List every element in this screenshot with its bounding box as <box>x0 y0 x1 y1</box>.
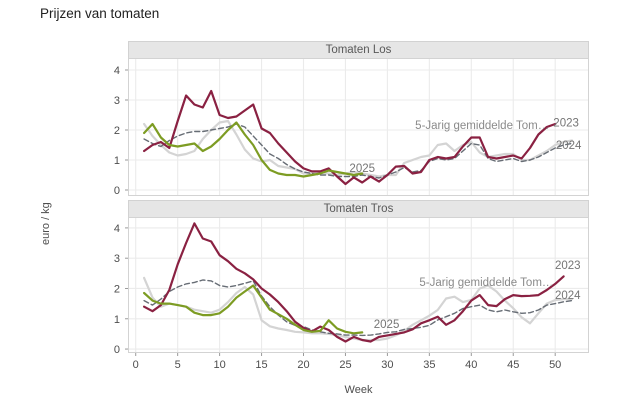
panel-strip-tomaten-los: Tomaten Los <box>128 41 589 59</box>
annotation-2025: 2025 <box>374 319 400 331</box>
annotation-2023: 2023 <box>555 260 581 272</box>
annotation-2023: 2023 <box>553 118 579 130</box>
x-tick-label: 0 <box>133 359 139 371</box>
series-line-2023 <box>142 222 565 343</box>
y-tick-label: 4 <box>114 65 120 77</box>
x-tick-label: 35 <box>423 359 435 371</box>
y-tick-label: 2 <box>114 283 120 295</box>
annotation-2024: 2024 <box>556 140 582 152</box>
y-tick-label: 0 <box>114 185 120 196</box>
y-tick-label: 1 <box>114 314 120 326</box>
x-tick-label: 30 <box>381 359 393 371</box>
series-line-2024 <box>142 119 574 178</box>
x-tick-label: 40 <box>465 359 477 371</box>
chart-title: Prijzen van tomaten <box>40 6 160 21</box>
series-line-2025 <box>142 121 364 178</box>
y-tick-label: 0 <box>114 344 120 356</box>
annotation-2025: 2025 <box>349 163 375 175</box>
x-tick-label: 20 <box>297 359 309 371</box>
y-tick-label: 1 <box>114 155 120 167</box>
annotation-2024: 2024 <box>555 290 581 302</box>
y-tick-label: 3 <box>114 95 120 107</box>
y-tick-label: 4 <box>114 223 120 235</box>
x-tick-label: 50 <box>549 359 561 371</box>
chart-panel-tomaten-los: 0 1 2 3 4 5-Jarig gemiddelde Tom… 2023 2024 2025 <box>114 58 589 196</box>
x-tick-label: 45 <box>507 359 519 371</box>
series-line-2023 <box>142 89 557 186</box>
y-tick-label: 3 <box>114 253 120 265</box>
x-axis-title: Week <box>344 384 373 396</box>
y-tick-label: 2 <box>114 125 120 137</box>
series-line-5-jarig-gemiddelde-tomaten <box>143 279 573 337</box>
x-tick-label: 5 <box>175 359 181 371</box>
x-tick-label: 10 <box>213 359 225 371</box>
panel-strip-tomaten-tros: Tomaten Tros <box>128 200 589 218</box>
series-line-2025 <box>142 284 364 335</box>
x-tick-label: 15 <box>255 359 267 371</box>
series-line-5-jarig-gemiddelde-tomaten <box>143 123 573 179</box>
annotation-5-jarig-gemiddelde-tom-: 5-Jarig gemiddelde Tom… <box>419 277 553 289</box>
y-axis-title: euro / kg <box>40 202 52 245</box>
annotation-5-jarig-gemiddelde-tom-: 5-Jarig gemiddelde Tom… <box>415 120 549 132</box>
x-tick-label: 25 <box>339 359 351 371</box>
